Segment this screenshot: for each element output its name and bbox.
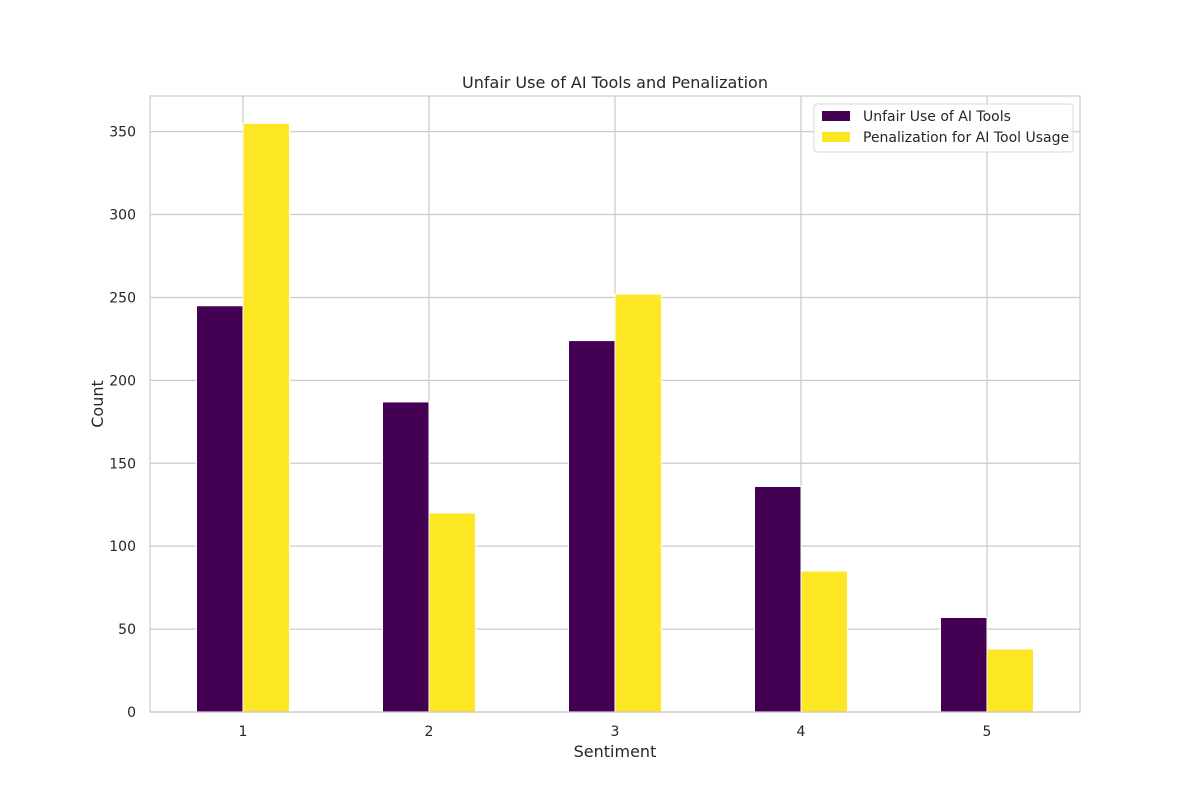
y-tick-label: 250	[109, 290, 136, 306]
chart-title: Unfair Use of AI Tools and Penalization	[462, 73, 768, 92]
y-axis-label: Count	[88, 380, 107, 428]
x-axis-label: Sentiment	[574, 742, 657, 761]
bar-penalization-1	[242, 122, 290, 713]
tick-labels: 0 50 100 150 200 250 300 350 1 2 3 4 5	[109, 125, 991, 740]
x-tick-label: 1	[239, 724, 248, 740]
y-tick-label: 0	[127, 705, 136, 721]
y-tick-label: 350	[109, 125, 136, 141]
bar-unfair-use-1	[196, 305, 244, 713]
y-tick-label: 300	[109, 208, 136, 224]
legend-label: Unfair Use of AI Tools	[863, 109, 1011, 125]
x-tick-label: 4	[797, 724, 806, 740]
bar-penalization-3	[614, 293, 662, 713]
bar-penalization-4	[800, 570, 848, 713]
bar-unfair-use-5	[940, 616, 988, 713]
plot-frame	[149, 95, 1081, 713]
x-tick-label: 5	[983, 724, 992, 740]
bar-unfair-use-2	[382, 401, 430, 713]
x-tick-label: 2	[425, 724, 434, 740]
bar-unfair-use-3	[568, 340, 616, 713]
bars	[196, 122, 1034, 713]
y-tick-label: 100	[109, 539, 136, 555]
legend-swatch	[822, 111, 850, 121]
x-tick-label: 3	[611, 724, 620, 740]
legend-label: Penalization for AI Tool Usage	[863, 130, 1069, 146]
bar-penalization-5	[986, 648, 1034, 713]
legend-swatch	[822, 132, 850, 142]
y-tick-label: 150	[109, 456, 136, 472]
legend: Unfair Use of AI Tools Penalization for A…	[813, 103, 1074, 153]
bar-penalization-2	[428, 512, 476, 713]
y-tick-label: 50	[118, 622, 136, 638]
legend-box	[813, 103, 1074, 153]
bar-unfair-use-4	[754, 485, 802, 713]
y-tick-label: 200	[109, 373, 136, 389]
